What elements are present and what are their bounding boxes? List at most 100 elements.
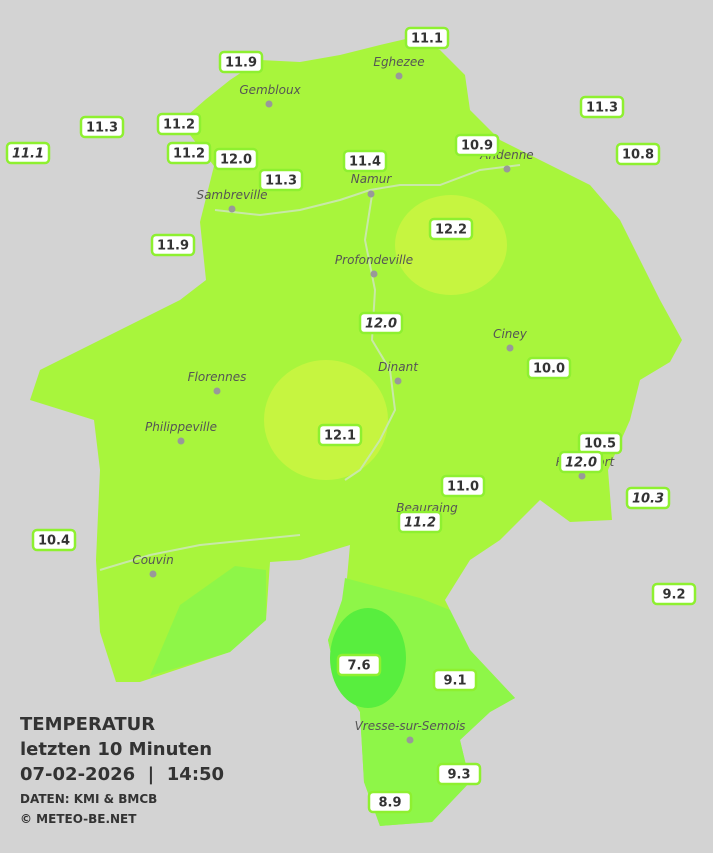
city-name: Dinant <box>378 360 419 374</box>
station: 10.5 <box>577 431 623 455</box>
station-value: 10.9 <box>461 139 493 154</box>
station-box <box>428 217 474 241</box>
cool-zone <box>150 566 266 676</box>
station-value: 12.2 <box>435 223 467 238</box>
station-box <box>440 474 486 498</box>
station-box <box>615 142 661 166</box>
station-value: 11.2 <box>173 147 205 162</box>
city-name: Ciney <box>493 327 528 341</box>
station-value: 11.9 <box>225 56 257 71</box>
station-box <box>579 95 625 119</box>
city-name: Vresse-sur-Semois <box>355 719 466 733</box>
station: 10.0 <box>526 356 572 380</box>
station-box <box>156 112 202 136</box>
station: 11.1 <box>404 26 450 50</box>
city-name: Couvin <box>132 553 173 567</box>
station: 10.8 <box>615 142 661 166</box>
city-name: Namur <box>351 172 393 186</box>
station-box <box>5 141 51 165</box>
city-dot <box>149 570 157 578</box>
city-dot <box>395 72 403 80</box>
city-dot <box>367 190 375 198</box>
city-dot <box>177 437 185 445</box>
station-value: 12.0 <box>565 456 597 471</box>
legend-title: TEMPERATUR <box>20 714 155 735</box>
station-value: 11.3 <box>86 121 118 136</box>
city-dot <box>578 472 586 480</box>
station: 10.9 <box>454 133 500 157</box>
station-box <box>358 311 404 335</box>
station: 11.3 <box>579 95 625 119</box>
station: 12.1 <box>317 423 363 447</box>
station-value: 11.2 <box>404 516 436 531</box>
station-value: 11.3 <box>265 174 297 189</box>
station: 7.6 <box>336 653 382 677</box>
station-value: 11.2 <box>163 118 195 133</box>
station-value: 11.1 <box>411 32 443 47</box>
station-value: 10.3 <box>632 492 664 507</box>
station-value: 11.1 <box>12 147 44 162</box>
legend-copyright: © METEO-BE.NET <box>20 812 137 826</box>
station: 12.0 <box>358 311 404 335</box>
station: 11.2 <box>156 112 202 136</box>
city-dot <box>370 270 378 278</box>
city-name: Florennes <box>188 370 247 384</box>
station: 9.3 <box>436 762 482 786</box>
legend-datetime: 07-02-2026 | 14:50 <box>20 764 224 785</box>
station-value: 11.0 <box>447 480 479 495</box>
station-box <box>342 149 388 173</box>
station: 11.1 <box>5 141 51 165</box>
city-dot <box>265 100 273 108</box>
station-value: 9.1 <box>443 674 466 689</box>
station-value: 7.6 <box>347 659 370 674</box>
station-box <box>397 510 443 534</box>
river <box>214 164 521 217</box>
station-value: 9.2 <box>662 588 685 603</box>
station-box <box>367 790 413 814</box>
station-value: 11.3 <box>586 101 618 116</box>
station: 11.0 <box>440 474 486 498</box>
city-dot <box>503 165 511 173</box>
station-box <box>404 26 450 50</box>
city-dot <box>394 377 402 385</box>
station: 12.2 <box>428 217 474 241</box>
station-box <box>258 168 304 192</box>
station: 11.9 <box>218 50 264 74</box>
station: 9.1 <box>432 668 478 692</box>
station-value: 8.9 <box>378 796 401 811</box>
station-value: 12.1 <box>324 429 356 444</box>
station: 11.2 <box>397 510 443 534</box>
station-box <box>454 133 500 157</box>
legend-source: DATEN: KMI & BMCB <box>20 792 157 806</box>
station: 12.0 <box>558 450 604 474</box>
station-box <box>558 450 604 474</box>
station-value: 12.0 <box>365 317 397 332</box>
station-value: 10.5 <box>584 437 616 452</box>
station-value: 12.0 <box>220 153 252 168</box>
station-box <box>166 141 212 165</box>
station-value: 10.8 <box>622 148 654 163</box>
station: 11.3 <box>79 115 125 139</box>
city-name: Philippeville <box>145 420 217 434</box>
station-box <box>79 115 125 139</box>
station-box <box>625 486 671 510</box>
station: 9.2 <box>651 582 697 606</box>
city-dot <box>506 344 514 352</box>
station-value: 10.4 <box>38 534 70 549</box>
station-box <box>526 356 572 380</box>
city-name: Profondeville <box>335 253 413 267</box>
station-box <box>218 50 264 74</box>
station-box <box>336 653 382 677</box>
station: 10.4 <box>31 528 77 552</box>
station-box <box>436 762 482 786</box>
warm-zone <box>395 195 507 295</box>
station-box <box>317 423 363 447</box>
river <box>344 194 397 481</box>
city-dot <box>406 736 414 744</box>
station-box <box>213 147 259 171</box>
city-dot <box>213 387 221 395</box>
city-name: Sambreville <box>196 188 267 202</box>
station-value: 11.4 <box>349 155 381 170</box>
station-value: 11.9 <box>157 239 189 254</box>
